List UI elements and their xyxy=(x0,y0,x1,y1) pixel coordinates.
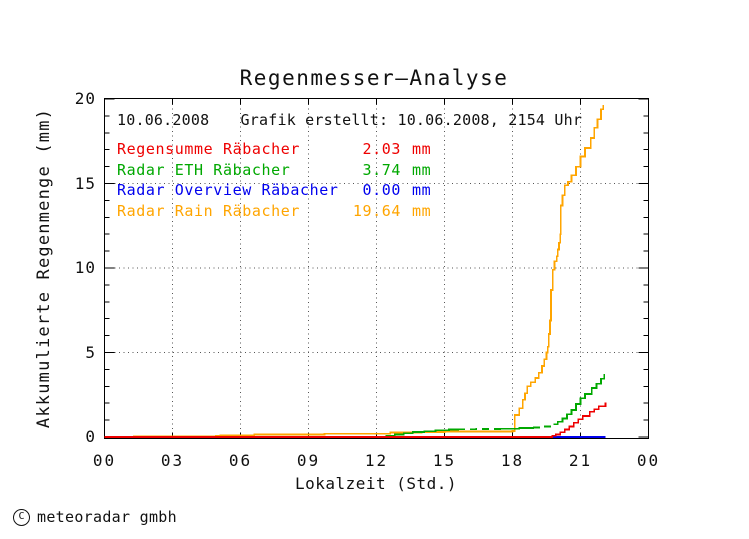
x-axis-title: Lokalzeit (Std.) xyxy=(294,474,458,493)
series-unit: mm xyxy=(412,202,432,221)
legend-row-regensumme: Regensumme Räbacher 2.03 mm xyxy=(117,140,582,161)
series-curve xyxy=(458,428,503,430)
y-axis-title: Akkumulierte Regenmenge (mm) xyxy=(34,107,54,429)
series-total: 19.64 xyxy=(352,202,401,221)
chart-title: Regenmesser—Analyse xyxy=(239,66,509,90)
series-curve xyxy=(532,424,555,429)
x-tick-label: 00 xyxy=(92,451,117,470)
series-curve xyxy=(385,428,459,437)
y-tick-label: 15 xyxy=(74,173,96,193)
created-timestamp: Grafik erstellt: 10.06.2008, 2154 Uhr xyxy=(240,111,583,129)
series-unit: mm xyxy=(412,181,432,200)
y-tick-label: 5 xyxy=(85,342,96,362)
copyright-icon: C xyxy=(13,508,30,526)
series-name: Regensumme Räbacher xyxy=(117,140,300,158)
series-curve xyxy=(104,402,607,438)
y-tick-label: 0 xyxy=(85,427,96,446)
x-tick-label: 00 xyxy=(636,451,661,470)
legend-row-radar-rain: Radar Rain Räbacher 19.64 mm xyxy=(117,202,582,223)
series-unit: mm xyxy=(412,160,432,179)
copyright-text: meteoradar gmbh xyxy=(37,508,177,526)
x-tick-label: 18 xyxy=(500,451,525,470)
x-tick-label: 03 xyxy=(160,451,185,470)
series-total: 2.03 xyxy=(362,140,401,158)
x-tick-label: 06 xyxy=(228,451,253,470)
legend-header: 10.06.2008 Grafik erstellt: 10.06.2008, … xyxy=(117,111,582,129)
observation-date: 10.06.2008 xyxy=(117,111,210,129)
x-tick-label: 15 xyxy=(432,451,457,470)
legend-row-radar-overview: Radar Overview Räbacher 0.00 mm xyxy=(117,181,582,202)
y-tick-label: 20 xyxy=(74,89,96,108)
chart-legend: 10.06.2008 Grafik erstellt: 10.06.2008, … xyxy=(117,111,582,223)
series-curve xyxy=(553,373,606,426)
copyright-footer: C meteoradar gmbh xyxy=(13,508,177,526)
series-unit: mm xyxy=(412,140,432,158)
series-name: Radar ETH Räbacher xyxy=(117,160,291,179)
x-tick-label: 12 xyxy=(364,451,389,470)
y-tick-label: 10 xyxy=(74,258,96,277)
series-total: 3.74 xyxy=(362,160,401,179)
legend-row-radar-eth: Radar ETH Räbacher 3.74 mm xyxy=(117,161,582,182)
series-curve xyxy=(501,427,534,430)
series-name: Radar Overview Räbacher xyxy=(117,181,339,200)
series-name: Radar Rain Räbacher xyxy=(117,202,300,221)
series-total: 0.00 xyxy=(362,181,401,200)
x-tick-label: 21 xyxy=(568,451,593,470)
x-tick-label: 09 xyxy=(296,451,321,470)
